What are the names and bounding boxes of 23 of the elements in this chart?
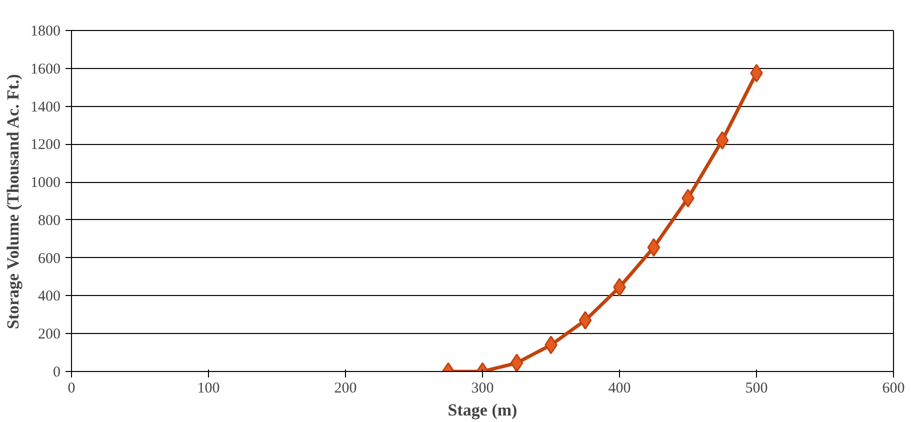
point <box>510 354 524 372</box>
x-tick-label: 600 <box>882 380 905 396</box>
y-tick-label: 1000 <box>30 175 60 192</box>
point <box>716 131 729 150</box>
y-tick-label: 200 <box>38 326 60 343</box>
x-tick-label: 400 <box>608 380 631 396</box>
x-tick-label: 300 <box>471 380 494 396</box>
x-tick-label: 200 <box>334 380 357 396</box>
y-tick-label: 600 <box>38 250 60 267</box>
y-tick-label: 400 <box>38 288 60 305</box>
y-tick-label: 0 <box>53 364 60 380</box>
y-axis-title: Storage Volume (Thousand Ac. Ft.) <box>4 74 22 330</box>
x-axis-title: Stage (m) <box>448 400 518 420</box>
y-tick-label: 800 <box>38 212 60 229</box>
x-tick-label: 500 <box>745 380 768 396</box>
y-tick-label: 1600 <box>30 61 60 78</box>
y-tick-label: 1800 <box>30 24 60 40</box>
point <box>578 311 592 330</box>
x-tick-label: 100 <box>197 380 220 396</box>
x-tick-label: 0 <box>68 380 76 396</box>
y-tick-label: 1400 <box>30 99 60 116</box>
y-tick-label: 1200 <box>30 137 60 154</box>
point <box>647 238 660 257</box>
